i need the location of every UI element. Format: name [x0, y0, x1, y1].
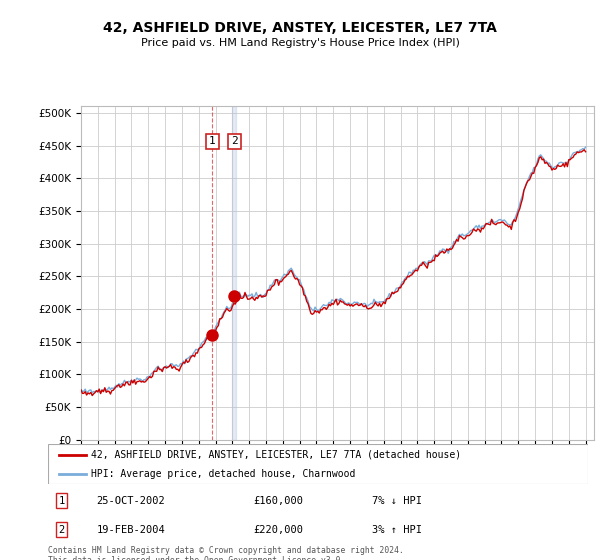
Text: Price paid vs. HM Land Registry's House Price Index (HPI): Price paid vs. HM Land Registry's House … — [140, 38, 460, 48]
Text: £160,000: £160,000 — [253, 496, 303, 506]
Text: 25-OCT-2002: 25-OCT-2002 — [97, 496, 166, 506]
Text: 2: 2 — [58, 525, 65, 535]
Text: Contains HM Land Registry data © Crown copyright and database right 2024.
This d: Contains HM Land Registry data © Crown c… — [48, 546, 404, 560]
Text: 19-FEB-2004: 19-FEB-2004 — [97, 525, 166, 535]
Text: 42, ASHFIELD DRIVE, ANSTEY, LEICESTER, LE7 7TA: 42, ASHFIELD DRIVE, ANSTEY, LEICESTER, L… — [103, 21, 497, 35]
Text: 2: 2 — [231, 137, 238, 146]
FancyBboxPatch shape — [48, 444, 588, 484]
Bar — [232, 106, 236, 440]
Text: 1: 1 — [58, 496, 65, 506]
Text: £220,000: £220,000 — [253, 525, 303, 535]
Text: 3% ↑ HPI: 3% ↑ HPI — [372, 525, 422, 535]
Text: HPI: Average price, detached house, Charnwood: HPI: Average price, detached house, Char… — [91, 469, 356, 478]
Text: 1: 1 — [209, 137, 216, 146]
Text: 7% ↓ HPI: 7% ↓ HPI — [372, 496, 422, 506]
Text: 42, ASHFIELD DRIVE, ANSTEY, LEICESTER, LE7 7TA (detached house): 42, ASHFIELD DRIVE, ANSTEY, LEICESTER, L… — [91, 450, 461, 460]
